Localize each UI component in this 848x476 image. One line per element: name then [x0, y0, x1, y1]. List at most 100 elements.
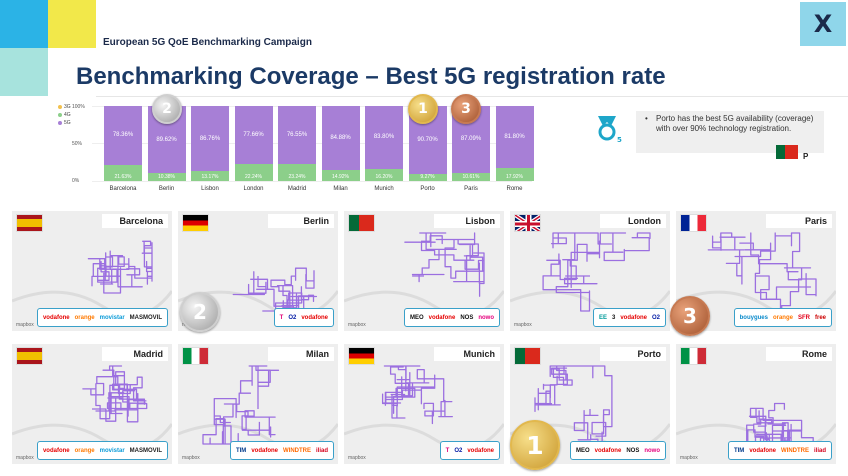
flag-icon [348, 214, 375, 232]
bar-segment-5g: 81.80% [495, 106, 534, 168]
operator-logo: vodafone [42, 314, 70, 321]
gridline [92, 181, 532, 182]
operator-logo: SFR [797, 314, 810, 321]
operator-logo: MEO [409, 314, 424, 321]
legend-label: 5G [64, 120, 71, 126]
operator-logo: O2 [454, 447, 463, 454]
operator-logo: orange [74, 314, 95, 321]
map-city-label: Porto [600, 347, 666, 361]
operator-logo: iliad [315, 447, 328, 454]
category-label: Munich [374, 186, 394, 192]
operator-logo: WINDTRE [780, 447, 809, 454]
operator-logo: movistar [99, 314, 125, 321]
operator-logos: T O2 vodafone [439, 441, 500, 460]
operator-logo: TIM [235, 447, 247, 454]
map-city-label: Berlin [268, 214, 334, 228]
logo-mark: X [813, 10, 833, 38]
y-tick-label: 100% [72, 104, 85, 110]
map-city-label: Munich [434, 347, 500, 361]
operator-logo: movistar [99, 447, 125, 454]
silver-medal-icon: 2 [180, 292, 220, 332]
map-city-label: Milan [268, 347, 334, 361]
map-city-label: Paris [766, 214, 832, 228]
map-panel-milan: Milan mapbox TIM vodafone WINDTRE iliad [178, 344, 338, 464]
bar-segment-5g: 78.36% [104, 106, 142, 165]
bar-segment-4g: 17.92% [495, 167, 534, 181]
operator-logo: iliad [813, 447, 826, 454]
operator-logos: vodafone orange movistar MASMOVIL [36, 441, 168, 460]
bar-lisbon: 86.76% 13.17% [191, 106, 229, 181]
operator-logo: vodafone [620, 314, 647, 321]
operator-logo: orange [74, 447, 95, 454]
operator-logo: O2 [651, 314, 660, 321]
bar-segment-4g: 10.61% [452, 172, 490, 181]
gold-medal-icon: 1 [408, 94, 438, 124]
operator-logos: EE 3 vodafone O2 [592, 308, 666, 327]
operator-logo: free [814, 314, 826, 321]
map-city-label: Lisbon [434, 214, 500, 228]
map-panel-london: London mapbox EE 3 vodafone O2 [510, 211, 670, 331]
bar-segment-5g: 76.55% [278, 106, 316, 164]
silver-medal-icon: 2 [152, 94, 182, 124]
bronze-medal-icon: 3 [670, 296, 710, 336]
decor-block-blue [0, 0, 48, 48]
flag-icon [680, 347, 707, 365]
operator-logo: bouygues [739, 314, 768, 321]
operator-logo: O2 [288, 314, 297, 321]
category-label: Lisbon [201, 186, 219, 192]
map-city-label: London [600, 214, 666, 228]
operator-logo: MEO [575, 447, 590, 454]
category-label: Paris [464, 186, 478, 192]
bar-segment-4g: 16.20% [365, 168, 403, 181]
map-attribution: mapbox [514, 322, 532, 328]
operator-logo: EE [598, 314, 607, 321]
operator-logos: TIM vodafone WINDTRE iliad [727, 441, 832, 460]
map-attribution: mapbox [182, 455, 200, 461]
operator-logo: vodafone [251, 447, 278, 454]
operator-logo: vodafone [594, 447, 622, 454]
legend-label: 3G [64, 104, 71, 110]
bar-segment-5g: 83.80% [365, 106, 403, 169]
map-city-label: Barcelona [102, 214, 168, 228]
operator-logo: TIM [733, 447, 745, 454]
map-panel-barcelona: Barcelona mapbox vodafone orange movistar MAS… [12, 211, 172, 331]
operator-logo: nowo [644, 447, 660, 454]
bar-segment-5g: 77.66% [234, 106, 273, 165]
map-city-label: Madrid [102, 347, 168, 361]
decor-block-yellow [48, 0, 96, 48]
operator-logo: vodafone [42, 447, 70, 454]
y-tick-label: 50% [72, 141, 83, 147]
flag-icon [182, 214, 209, 232]
bar-segment-5g: 84.88% [321, 106, 360, 170]
bar-madrid: 76.55% 23.24% [278, 106, 316, 181]
operator-logo: vodafone [428, 314, 456, 321]
operator-logo: vodafone [467, 447, 494, 454]
bar-segment-4g: 23.24% [278, 163, 316, 181]
map-panel-madrid: Madrid mapbox vodafone orange movistar MASMOV… [12, 344, 172, 464]
note-letter: P [803, 152, 809, 161]
bar-barcelona: 78.36% 21.63% [104, 106, 142, 181]
legend-item-4g: 4G [58, 112, 71, 118]
category-label: London [243, 186, 264, 192]
map-attribution: mapbox [16, 322, 34, 328]
flag-icon [514, 214, 541, 232]
operator-logo: NOS [460, 314, 474, 321]
legend-item-3g: 3G [58, 104, 71, 110]
operator-logo: MASMOVIL [129, 447, 162, 454]
operator-logo: nowo [478, 314, 494, 321]
flag-icon [348, 347, 375, 365]
category-label: Milan [333, 186, 348, 192]
5g-icon-label: 5G [617, 136, 622, 144]
bar-london: 77.66% 22.24% [234, 106, 273, 181]
campaign-title: European 5G QoE Benchmarking Campaign [103, 37, 312, 48]
category-label: Madrid [287, 186, 307, 192]
operator-logo: T [279, 314, 284, 321]
legend-item-5g: 5G [58, 120, 71, 126]
operator-logo: MASMOVIL [129, 314, 162, 321]
operator-logos: TIM vodafone WINDTRE iliad [229, 441, 334, 460]
bar-segment-4g: 21.63% [104, 164, 142, 181]
operator-logo: NOS [626, 447, 640, 454]
map-attribution: mapbox [680, 455, 698, 461]
gold-medal-icon: 1 [510, 420, 560, 470]
bar-segment-4g: 13.17% [191, 171, 229, 181]
